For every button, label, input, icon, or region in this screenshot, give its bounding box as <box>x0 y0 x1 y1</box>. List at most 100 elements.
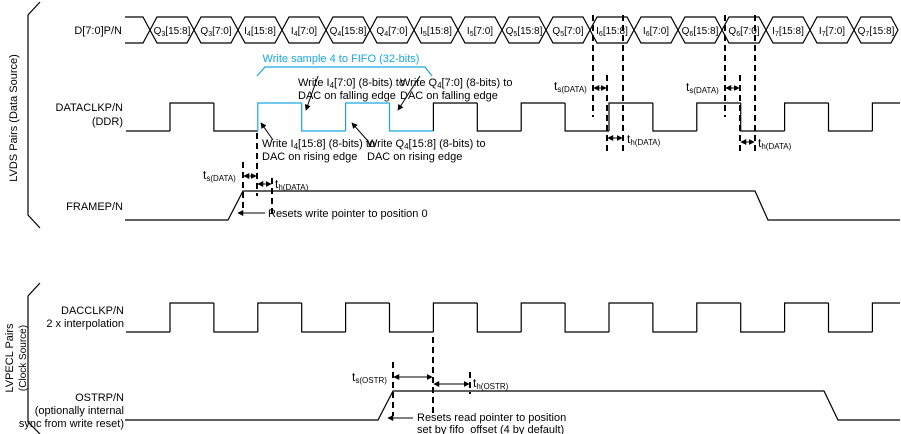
bus-cell-signal: I <box>244 26 247 37</box>
th-data-label-3: th(DATA) <box>758 136 792 151</box>
ostr-label: OSTRP/N <box>75 392 124 404</box>
bus-cell-signal: Q <box>728 26 736 37</box>
bus-cell-index: 4 <box>337 31 341 38</box>
ts-data-label: ts(DATA) <box>203 168 236 183</box>
i4-rising-note-2: DAC on rising edge <box>262 151 357 163</box>
bus-cell-bits: [15:8] <box>517 26 542 37</box>
bus-cell-label: Q5[7:0] <box>552 26 583 38</box>
bus-cell-label: I4[15:8] <box>244 26 276 38</box>
bus-cell-label: I5[15:8] <box>420 26 452 38</box>
dataclk-segment <box>388 103 434 132</box>
bus-cell-signal: I <box>467 26 470 37</box>
bus-cell-label: Q6[7:0] <box>728 26 759 38</box>
clock-source-bracket <box>27 282 41 434</box>
bus-cell-bits: [15:8] <box>869 26 894 37</box>
bus-cell-label: I6[15:8] <box>596 26 628 38</box>
ts-ostr-label: ts(OSTR) <box>352 370 387 385</box>
bus-cell-label: Q4[7:0] <box>376 26 407 38</box>
bus-cell-bits: [15:8] <box>779 26 804 37</box>
bus-cell-index: 3 <box>161 31 165 38</box>
dataclk-segment <box>476 103 522 132</box>
dacclk-segment <box>257 302 302 332</box>
bus-cell-signal: I <box>643 26 646 37</box>
dacclk-interp-label: 2 x interpolation <box>46 318 124 330</box>
bus-cell-index: 3 <box>208 31 212 38</box>
frame-label: FRAMEP/N <box>66 201 123 213</box>
q4-falling-note-2: DAC on falling edge <box>400 90 498 102</box>
data-source-group-label: LVDS Pairs (Data Source) <box>8 54 20 182</box>
ostr-waveform <box>125 390 900 421</box>
timing-reference-lines <box>242 15 756 416</box>
bus-cell-bits: [15:8] <box>603 26 628 37</box>
bus-cell-label: Q5[15:8] <box>506 26 543 38</box>
q4-rising-note-2: DAC on rising edge <box>367 151 462 163</box>
bus-cell-signal: I <box>819 26 822 37</box>
dataclk-ddr-label: (DDR) <box>92 116 123 128</box>
bus-cell-index: 5 <box>560 31 564 38</box>
dataclk-segment <box>827 103 873 132</box>
reset-read-note: Resets read pointer to position <box>417 412 566 424</box>
dacclk-segment <box>345 302 390 332</box>
bus-cell-index: 7 <box>822 31 826 38</box>
bus-cell-index: 4 <box>294 31 298 38</box>
bus-cell-signal: Q <box>376 26 384 37</box>
bus-cell-bits: [7:0] <box>474 26 494 37</box>
dataclk-segment <box>432 102 478 131</box>
bus-cell-index: 6 <box>599 31 603 38</box>
bus-cell-bits: [15:8] <box>165 26 190 37</box>
dataclk-segment <box>520 102 566 131</box>
dataclk-segment <box>257 102 302 131</box>
bus-cell-bits: [15:8] <box>341 26 366 37</box>
i4-falling-arrow <box>304 75 319 111</box>
dataclk-segment <box>301 103 346 132</box>
dataclk-segment <box>696 102 741 131</box>
frame-waveform <box>125 190 900 221</box>
bus-cell-bits: [7:0] <box>212 26 232 37</box>
bus-cell-signal: I <box>291 26 294 37</box>
bus-cell-signal: Q <box>330 26 338 37</box>
bus-cell-bits: [7:0] <box>388 26 408 37</box>
bus-cell-index: 6 <box>736 31 740 38</box>
dacclk-segment <box>696 302 741 332</box>
bus-cell-label: I6[7:0] <box>643 26 669 38</box>
dacclk-segment <box>652 303 697 333</box>
dataclk-segment <box>564 103 609 132</box>
bus-cell-index: 4 <box>247 31 251 38</box>
i4-falling-note: Write I4[7:0] (8-bits) to <box>298 77 405 90</box>
clock-source-group-label: LVPECL Pairs <box>4 323 16 393</box>
bus-cell-signal: Q <box>506 26 514 37</box>
bus-cell-signal: I <box>420 26 423 37</box>
dacclk-segment <box>301 303 346 333</box>
bus-cell-label: Q4[15:8] <box>330 26 367 38</box>
bus-cell-bits: [7:0] <box>298 26 318 37</box>
dacclk-segment <box>432 302 478 332</box>
dataclk-segment <box>608 102 653 131</box>
bus-cell-index: 4 <box>384 31 388 38</box>
i4-rising-note: Write I4[15:8] (8-bits) to <box>262 138 375 151</box>
clock-source-group-label-2: (Clock Source) <box>18 325 29 391</box>
data-bus-waveform: Q3[15:8] Q3[7:0] I4[15:8] I4[7:0] Q4[15:8] Q4… <box>125 16 899 44</box>
bus-cell-label: I7[7:0] <box>819 26 845 38</box>
fifo-write-label: Write sample 4 to FIFO (32-bits) <box>263 53 420 65</box>
dataclk-label: DATACLKP/N <box>56 102 123 114</box>
th-data-label-2: th(DATA) <box>627 132 661 147</box>
dacclk-segment <box>740 303 785 333</box>
bus-cell-index: 5 <box>513 31 517 38</box>
dacclk-segment <box>564 303 609 333</box>
dacclk-segment <box>213 303 258 333</box>
data-bus-label: D[7:0]P/N <box>74 25 122 37</box>
reset-read-note-2: set by fifo_offset (4 by default) <box>417 424 564 434</box>
dataclk-segment <box>871 102 900 131</box>
reset-write-note: Resets write pointer to position 0 <box>268 208 428 220</box>
fifo-write-bracket <box>256 66 433 77</box>
bus-cell-signal: Q <box>200 26 208 37</box>
ostr-note-label: (optionally internal <box>35 405 124 417</box>
ts-data-label-3: ts(DATA) <box>686 80 719 95</box>
ts-data-label-2: ts(DATA) <box>554 79 587 94</box>
dataclk-segment <box>784 102 829 131</box>
th-data-label: th(DATA) <box>275 177 309 192</box>
bus-cell <box>853 16 899 44</box>
dacclk-label: DACCLKP/N <box>61 305 124 317</box>
bus-cell-bits: [7:0] <box>564 26 584 37</box>
